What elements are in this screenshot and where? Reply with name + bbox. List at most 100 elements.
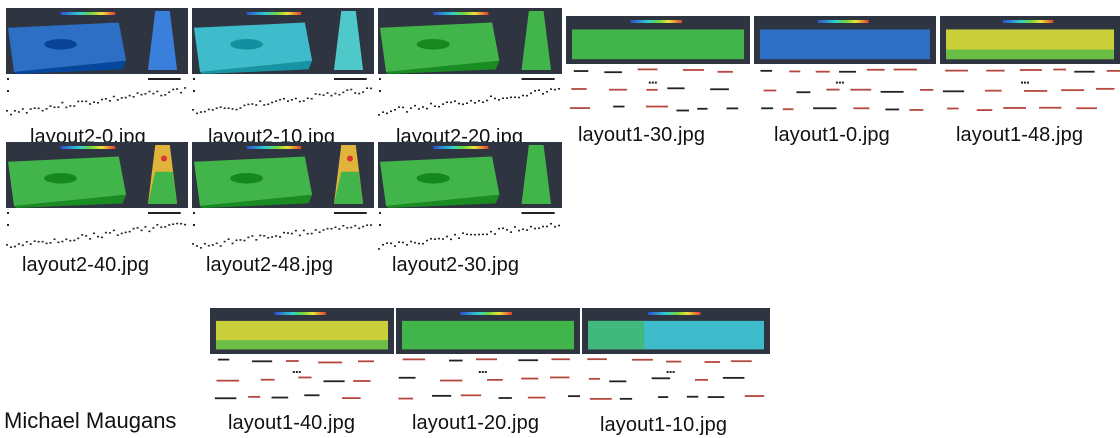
scatter-mark: [651, 377, 671, 380]
scatter-point: [333, 212, 367, 214]
scatter-mark: [252, 360, 273, 363]
scatter-point: [530, 92, 532, 95]
scatter-mark: [440, 379, 463, 382]
color-scale-bar: [246, 146, 302, 149]
scatter-point: [251, 103, 254, 105]
scatter-point: [382, 111, 384, 113]
image-tile: layout2-30.jpg: [378, 142, 562, 276]
scatter-point: [318, 231, 321, 234]
scatter-point: [482, 101, 484, 103]
scatter-mark: [271, 396, 289, 399]
scatter-point: [342, 224, 345, 227]
scatter-point: [116, 99, 119, 101]
scatter-point: [73, 239, 76, 242]
scatter-point: [414, 104, 416, 107]
thumbnail-graphic: [754, 16, 936, 64]
image-caption: layout1-30.jpg: [578, 124, 706, 146]
scatter-point: [651, 81, 654, 84]
author-name: Michael Maugans: [4, 408, 177, 433]
scatter-point: [386, 242, 388, 244]
thumbnail-graphic: [378, 8, 562, 74]
scatter-mark: [323, 380, 345, 383]
scatter-point: [362, 91, 365, 93]
scatter-mark: [448, 359, 463, 362]
scatter-point: [378, 114, 380, 116]
scatter-point: [73, 105, 76, 107]
scatter-mark: [573, 70, 589, 72]
scatter-point: [41, 240, 44, 243]
scatter-mark: [609, 88, 628, 91]
scatter-plot: [192, 76, 374, 118]
thumbnail-graphic: [6, 142, 188, 208]
scatter-mark: [947, 107, 959, 110]
scatter-point: [152, 92, 155, 95]
scatter-mark: [571, 88, 587, 90]
scatter-point: [144, 226, 147, 228]
scatter-point: [219, 106, 222, 108]
scatter-point: [498, 227, 500, 230]
scatter-point: [77, 100, 80, 103]
color-scale-bar: [433, 12, 489, 15]
model-tower: [147, 11, 178, 70]
scatter-point: [426, 107, 428, 110]
scatter-point: [422, 106, 424, 108]
scatter-point: [554, 225, 556, 228]
scatter-point: [506, 97, 508, 99]
scatter-point: [21, 244, 24, 247]
image-caption: layout2-40.jpg: [22, 254, 150, 276]
image-caption: layout1-10.jpg: [600, 414, 728, 436]
thumbnail-graphic: [378, 142, 562, 208]
scatter-point: [219, 245, 222, 247]
image-tile: layout2-10.jpg: [192, 8, 374, 148]
scatter-point: [546, 225, 548, 228]
scatter-point: [306, 232, 309, 235]
scatter-point: [494, 233, 496, 235]
model-cavity: [230, 173, 263, 184]
scatter-point: [338, 93, 341, 96]
scatter-point: [259, 100, 262, 102]
scatter-mark: [782, 108, 794, 111]
scatter-mark: [646, 88, 658, 91]
scatter-point: [45, 107, 48, 110]
scatter-point: [104, 98, 107, 100]
image-tile: layout2-20.jpg: [378, 8, 562, 148]
image-thumbnail: [378, 142, 562, 208]
scatter-mark: [216, 379, 240, 382]
scatter-point: [330, 94, 333, 97]
scatter-point: [466, 102, 468, 105]
scatter-point: [112, 229, 115, 232]
scatter-point: [418, 108, 420, 110]
image-tile: layout1-10.jpg: [582, 308, 770, 438]
scatter-point: [298, 234, 301, 237]
scatter-point: [239, 107, 242, 109]
scatter-point: [180, 222, 183, 225]
scatter-point: [390, 110, 392, 113]
scatter-plot: [192, 210, 374, 252]
scatter-point: [176, 222, 179, 225]
scatter-point: [322, 229, 325, 231]
scatter-point: [294, 97, 297, 100]
scatter-point: [410, 107, 412, 109]
scatter-point: [514, 226, 516, 228]
scatter-mark: [587, 358, 607, 361]
scatter-point: [193, 224, 195, 226]
scatter-point: [542, 93, 544, 95]
scatter-mark: [796, 91, 811, 94]
scatter-mark: [942, 90, 965, 93]
scatter-mark: [920, 89, 934, 91]
scatter-mark: [569, 107, 591, 109]
scatter-point: [841, 81, 844, 84]
scatter-point: [283, 97, 285, 100]
image-thumbnail: [6, 142, 188, 208]
scatter-point: [526, 229, 528, 231]
scatter-point: [33, 240, 36, 242]
scatter-graphic: [192, 78, 373, 115]
model-slab-side: [200, 60, 313, 74]
scatter-point: [104, 231, 107, 234]
color-scale-bar: [817, 20, 869, 23]
scatter-point: [29, 108, 32, 110]
scatter-mark: [304, 394, 320, 397]
hotspot-marker: [160, 155, 167, 162]
scatter-mark: [402, 358, 426, 361]
